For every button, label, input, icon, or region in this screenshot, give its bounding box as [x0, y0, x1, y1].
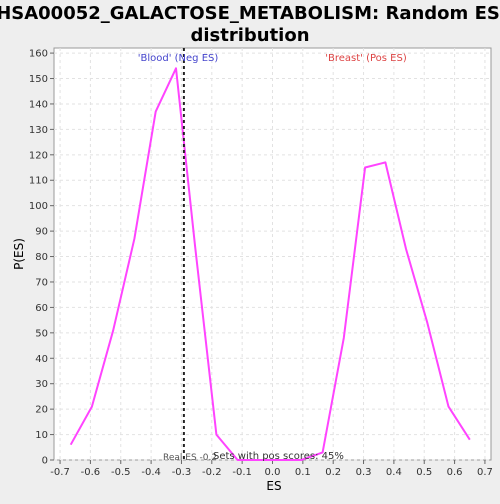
- y-tick-label: 40: [35, 354, 48, 365]
- x-tick-label: 0.5: [416, 467, 432, 478]
- x-tick-label: 0.1: [295, 467, 311, 478]
- y-tick-label: 160: [29, 49, 48, 60]
- x-tick-label: 0.7: [477, 467, 493, 478]
- chart-title-line2: distribution: [190, 25, 309, 46]
- x-tick-label: 0.2: [325, 467, 341, 478]
- chart-title: HSA00052_GALACTOSE_METABOLISM: Random ES: [0, 3, 500, 24]
- y-tick-label: 80: [35, 252, 48, 263]
- x-tick-label: -0.7: [50, 467, 70, 478]
- es-distribution-line: [69, 67, 471, 461]
- x-tick-label: 0.4: [386, 467, 402, 478]
- x-tick-label: -0.1: [232, 467, 252, 478]
- neg-es-label: 'Blood' (Neg ES): [138, 53, 219, 64]
- series-layer: [69, 67, 471, 461]
- y-tick-label: 120: [29, 150, 48, 161]
- x-tick-label: 0.0: [265, 467, 281, 478]
- y-tick-label: 140: [29, 99, 48, 110]
- x-tick-label: 0.6: [447, 467, 463, 478]
- grid: [54, 48, 491, 461]
- x-tick-label: -0.6: [81, 467, 101, 478]
- y-tick-label: 0: [42, 456, 48, 467]
- y-tick-label: 70: [35, 277, 48, 288]
- x-tick-label: 0.3: [356, 467, 372, 478]
- pos-es-label: 'Breast' (Pos ES): [325, 53, 407, 64]
- real-es-value-label: Real ES -0.2: [163, 453, 217, 463]
- y-tick-label: 20: [35, 405, 48, 416]
- y-tick-label: 60: [35, 303, 48, 314]
- y-axis-label: P(ES): [12, 238, 26, 270]
- x-axis-label: ES: [266, 479, 281, 493]
- y-tick-label: 10: [35, 430, 48, 441]
- y-tick-label: 130: [29, 125, 48, 136]
- y-tick-label: 110: [29, 176, 48, 187]
- y-tick-label: 50: [35, 328, 48, 339]
- y-tick-label: 100: [29, 201, 48, 212]
- pos-scores-label: Sets with pos scores: 45%: [213, 451, 344, 462]
- axes: 0 10 20 30 40 50 60 70 80 90 100 110 120 130 140 150 160…: [29, 49, 493, 478]
- y-tick-label: 150: [29, 74, 48, 85]
- x-tick-label: -0.3: [172, 467, 192, 478]
- y-tick-label: 30: [35, 379, 48, 390]
- x-tick-label: -0.2: [202, 467, 222, 478]
- y-tick-label: 90: [35, 227, 48, 238]
- x-tick-label: -0.4: [141, 467, 161, 478]
- annotations: 'Blood' (Neg ES) 'Breast' (Pos ES) Real ES…: [138, 48, 407, 463]
- x-tick-label: -0.5: [111, 467, 131, 478]
